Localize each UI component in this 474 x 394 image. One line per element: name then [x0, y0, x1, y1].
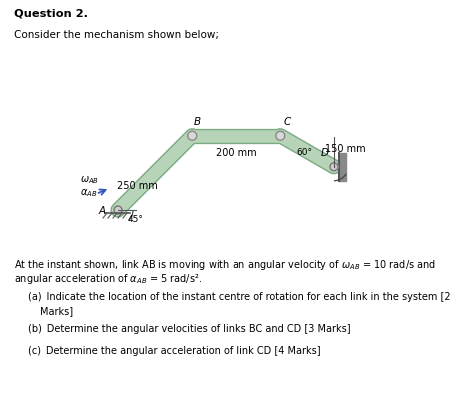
Text: 150 mm: 150 mm: [325, 144, 366, 154]
Text: A: A: [99, 206, 106, 216]
Text: 60°: 60°: [296, 148, 312, 157]
Circle shape: [276, 131, 285, 140]
Text: (b) Determine the angular velocities of links BC and CD [3 Marks]: (b) Determine the angular velocities of …: [28, 324, 351, 334]
Text: 200 mm: 200 mm: [216, 148, 256, 158]
Text: C: C: [283, 117, 291, 127]
Text: 45°: 45°: [128, 215, 144, 224]
Text: (a) Indicate the location of the instant centre of rotation for each link in the: (a) Indicate the location of the instant…: [28, 292, 451, 302]
Text: D: D: [321, 148, 329, 158]
Circle shape: [330, 163, 338, 171]
Circle shape: [188, 131, 197, 140]
Text: Marks]: Marks]: [40, 306, 73, 316]
Text: B: B: [193, 117, 201, 127]
Text: 250 mm: 250 mm: [117, 181, 157, 191]
Text: (c) Determine the angular acceleration of link CD [4 Marks]: (c) Determine the angular acceleration o…: [28, 346, 320, 356]
Text: $\alpha_{AB}$: $\alpha_{AB}$: [80, 187, 97, 199]
Text: angular acceleration of $\alpha_{AB}$ = 5 rad/s².: angular acceleration of $\alpha_{AB}$ = …: [14, 272, 202, 286]
Text: Question 2.: Question 2.: [14, 8, 88, 18]
Text: Consider the mechanism shown below;: Consider the mechanism shown below;: [14, 30, 219, 40]
Text: At the instant shown, link AB is moving with an angular velocity of $\omega_{AB}: At the instant shown, link AB is moving …: [14, 258, 436, 272]
Text: $\omega_{AB}$: $\omega_{AB}$: [80, 174, 99, 186]
Circle shape: [114, 206, 122, 214]
